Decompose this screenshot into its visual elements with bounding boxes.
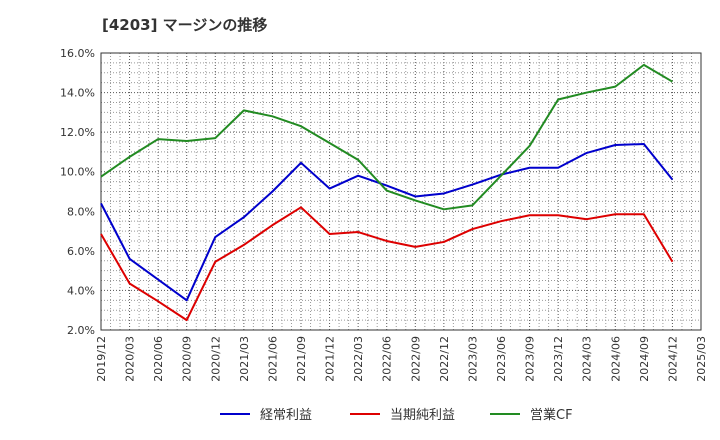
x-tick-label: 2024/06: [609, 336, 622, 382]
legend-label-1: 経常利益: [260, 408, 312, 423]
legend-label-3: 営業CF: [530, 407, 573, 423]
x-tick-label: 2022/06: [381, 336, 394, 382]
x-tick-label: 2021/09: [295, 336, 308, 382]
x-tick-label: 2025/03: [695, 336, 708, 382]
x-tick-label: 2022/03: [352, 336, 365, 382]
y-tick-label: 8.0%: [67, 205, 95, 218]
y-tick-label: 12.0%: [60, 126, 95, 139]
x-tick-label: 2024/03: [581, 336, 594, 382]
x-tick-label: 2022/12: [438, 336, 451, 382]
plot-frame: [100, 52, 702, 331]
x-tick-label: 2021/12: [324, 336, 337, 382]
x-tick-label: 2021/06: [266, 336, 279, 382]
x-tick-label: 2023/12: [552, 336, 565, 382]
x-tick-label: 2020/06: [152, 336, 165, 382]
x-tick-label: 2022/09: [409, 336, 422, 382]
y-tick-label: 4.0%: [67, 284, 95, 297]
x-tick-label: 2020/09: [181, 336, 194, 382]
x-tick-label: 2023/09: [524, 336, 537, 382]
x-tick-label: 2020/12: [209, 336, 222, 382]
series-line-1: [100, 143, 674, 302]
chart-title: [4203] マージンの推移: [102, 16, 268, 34]
x-tick-label: 2024/09: [638, 336, 651, 382]
x-tick-label: 2019/12: [95, 336, 108, 382]
x-tick-label: 2021/03: [238, 336, 251, 382]
x-tick-label: 2020/03: [124, 336, 137, 382]
legend-label-2: 当期純利益: [390, 408, 455, 423]
series-line-2: [100, 206, 674, 322]
x-tick-label: 2023/06: [495, 336, 508, 382]
x-tick-label: 2024/12: [666, 336, 679, 382]
x-tick-label: 2023/03: [466, 336, 479, 382]
series-line-3: [100, 63, 673, 211]
y-tick-label: 16.0%: [60, 47, 95, 60]
y-tick-label: 10.0%: [60, 166, 95, 179]
y-tick-label: 6.0%: [67, 245, 95, 258]
y-tick-label: 14.0%: [60, 87, 95, 100]
y-tick-label: 2.0%: [67, 324, 95, 337]
